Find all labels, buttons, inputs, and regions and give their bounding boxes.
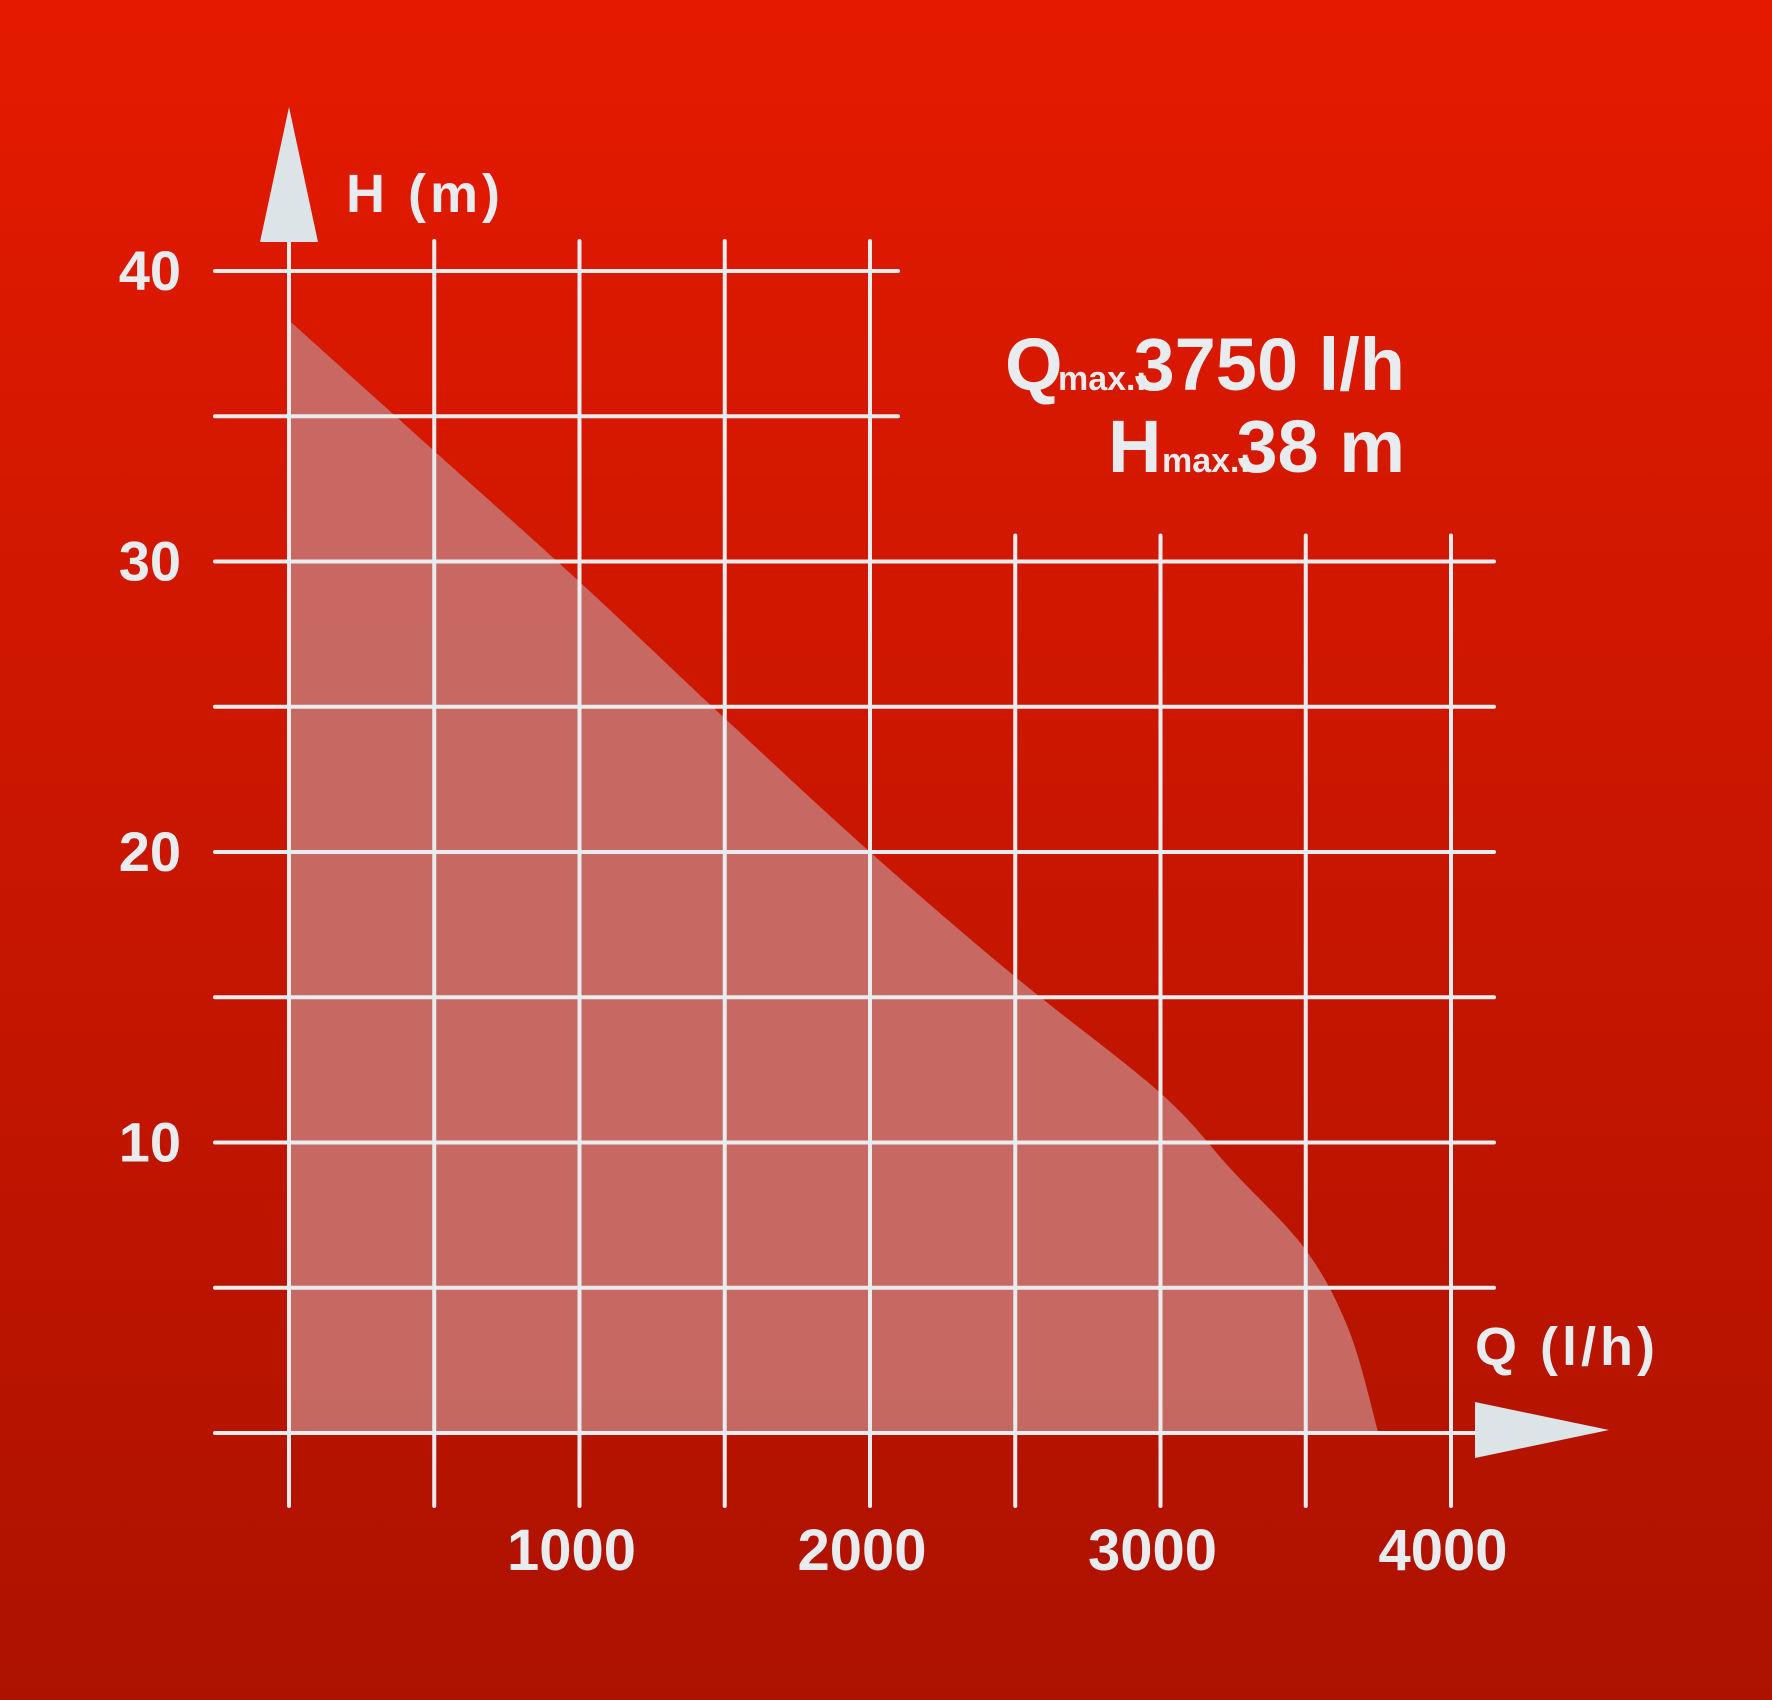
y-tick-label: 20 <box>119 820 181 883</box>
qmax-annotation: Q max.: 3750 l/h <box>1005 323 1405 406</box>
qmax-sub: max.: <box>1058 360 1147 398</box>
x-axis-label: Q (l/h) <box>1475 1317 1659 1377</box>
x-tick-label: 4000 <box>1378 1518 1507 1583</box>
y-axis-label: H (m) <box>346 164 504 224</box>
x-tick-label: 1000 <box>507 1518 636 1583</box>
hmax-sub: max.: <box>1162 442 1251 480</box>
y-tick-labels: 10 20 30 40 <box>119 239 181 1174</box>
performance-area <box>289 320 1379 1433</box>
y-tick-label: 40 <box>119 239 181 302</box>
hmax-annotation: H max.: 38 m <box>1108 405 1405 488</box>
hmax-value: 38 m <box>1236 405 1405 488</box>
x-tick-label: 3000 <box>1088 1518 1217 1583</box>
y-tick-label: 10 <box>119 1111 181 1174</box>
hmax-symbol: H <box>1108 405 1161 488</box>
grid <box>213 239 1496 1508</box>
x-tick-labels: 1000 2000 3000 4000 <box>507 1518 1508 1583</box>
qmax-symbol: Q <box>1005 323 1063 406</box>
y-axis-arrow-icon <box>260 107 318 242</box>
y-tick-label: 30 <box>119 530 181 593</box>
x-tick-label: 2000 <box>797 1518 926 1583</box>
qmax-value: 3750 l/h <box>1133 323 1405 406</box>
x-axis-arrow-icon <box>1475 1402 1609 1458</box>
